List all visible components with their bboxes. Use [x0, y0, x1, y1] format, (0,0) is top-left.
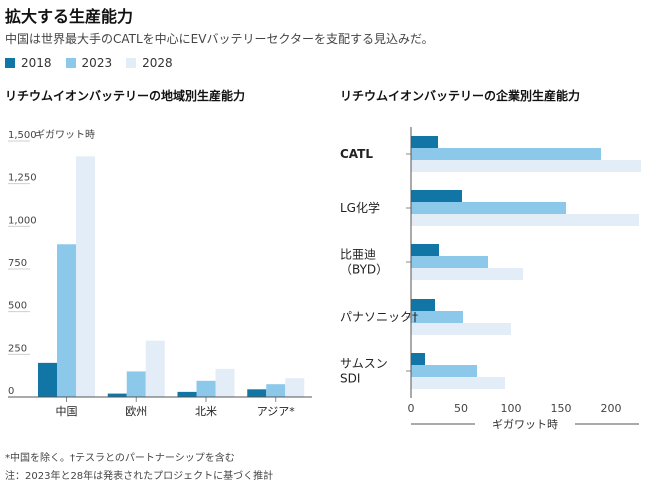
hbar-2028-3 [411, 323, 511, 335]
x-axis-label: ギガワット時 [492, 418, 558, 431]
page-title: 拡大する生産能力 [5, 7, 134, 26]
legend-item-2018: 2018 [5, 56, 52, 70]
x-tick-label: 50 [454, 402, 468, 415]
x-tick-label: 0 [408, 402, 415, 415]
legend: 2018 2023 2028 [5, 56, 173, 70]
hbar-2018-4 [411, 353, 425, 365]
page-subtitle: 中国は世界最大手のCATLを中心にEVバッテリーセクターを支配する見込みだ。 [5, 32, 434, 46]
footnote-estimates: 注：2023年と28年は発表されたプロジェクトに基づく推計 [5, 471, 274, 482]
y-category-label: CATL [340, 147, 373, 161]
bar-2023-1 [126, 371, 146, 397]
hbar-2023-4 [411, 365, 477, 377]
hbar-2018-1 [411, 190, 462, 202]
bar-2028-1 [145, 340, 165, 397]
bar-2023-0 [57, 244, 76, 397]
y-tick-label: 1,500 [8, 130, 37, 141]
legend-swatch-2028 [126, 58, 137, 68]
hbar-2028-0 [411, 160, 641, 172]
y-tick-label: 500 [8, 301, 27, 312]
company-chart-title: リチウムイオンバッテリーの企業別生産能力 [340, 89, 581, 103]
x-category-label: アジア* [257, 405, 296, 418]
x-tick-label: 150 [551, 402, 572, 415]
y-category-label: パナソニック† [340, 310, 418, 324]
y-category-label: 比亜迪 [340, 248, 376, 262]
hbar-2023-3 [411, 311, 463, 323]
hbar-2028-2 [411, 268, 523, 280]
bar-2018-3 [247, 389, 267, 397]
y-category-label: SDI [340, 372, 360, 386]
bar-2023-3 [266, 384, 286, 397]
y-tick-label: 0 [8, 386, 14, 397]
y-tick-label: 1,000 [8, 215, 37, 226]
hbar-2018-3 [411, 299, 435, 311]
legend-swatch-2023 [65, 58, 76, 68]
x-category-label: 欧州 [125, 405, 147, 418]
legend-label-2023: 2023 [81, 56, 113, 70]
y-category-label: サムスン [340, 357, 388, 371]
y-tick-label: 1,250 [8, 173, 37, 184]
legend-label-2018: 2018 [21, 56, 52, 70]
y-tick-label: 250 [8, 343, 27, 354]
y-category-label: （BYD） [340, 263, 388, 277]
regional-chart-title: リチウムイオンバッテリーの地域別生産能力 [5, 89, 246, 103]
bar-2028-2 [215, 368, 235, 397]
hbar-2023-2 [411, 256, 488, 268]
hbar-2028-1 [411, 214, 639, 226]
y-unit-label: ギガワット時 [35, 129, 95, 141]
footnote-symbols: *中国を除く。†テスラとのパートナーシップを含む [5, 453, 235, 464]
bar-2028-0 [76, 156, 95, 397]
legend-item-2028: 2028 [126, 56, 173, 70]
hbar-2018-2 [411, 244, 439, 256]
x-category-label: 北米 [195, 405, 217, 418]
y-tick-label: 750 [8, 258, 27, 269]
hbar-2023-1 [411, 202, 566, 214]
hbar-2028-4 [411, 377, 505, 389]
bar-2018-1 [107, 393, 127, 397]
x-tick-label: 200 [601, 402, 622, 415]
legend-swatch-2018 [5, 58, 15, 68]
x-category-label: 中国 [56, 405, 78, 418]
hbar-2023-0 [411, 148, 601, 160]
bar-2018-2 [177, 391, 197, 397]
hbar-2018-0 [411, 136, 438, 148]
legend-label-2028: 2028 [142, 56, 173, 70]
legend-item-2023: 2023 [65, 56, 113, 70]
bar-2028-3 [285, 378, 305, 397]
bar-2023-2 [196, 380, 216, 397]
x-tick-label: 100 [501, 402, 522, 415]
bar-2018-0 [38, 362, 57, 397]
y-category-label: LG化学 [340, 200, 380, 215]
